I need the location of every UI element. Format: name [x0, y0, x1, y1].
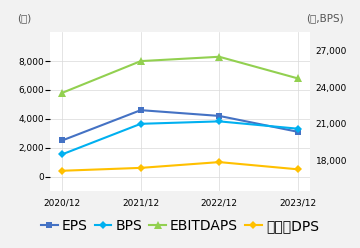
BPS: [217, 120, 221, 123]
Line: 보통주DPS: 보통주DPS: [59, 159, 301, 174]
보통주DPS: [139, 166, 143, 169]
Line: EBITDAPS: EBITDAPS: [58, 53, 302, 97]
BPS: [60, 153, 64, 156]
BPS: [296, 127, 300, 130]
Line: BPS: BPS: [59, 118, 301, 157]
EPS: [296, 130, 300, 133]
Text: (원,BPS): (원,BPS): [306, 13, 343, 23]
보통주DPS: [296, 168, 300, 171]
EBITDAPS: [60, 91, 64, 94]
Line: EPS: EPS: [59, 107, 301, 144]
Legend: EPS, BPS, EBITDAPS, 보통주DPS: EPS, BPS, EBITDAPS, 보통주DPS: [36, 214, 324, 239]
EBITDAPS: [139, 60, 143, 62]
BPS: [139, 122, 143, 125]
보통주DPS: [217, 161, 221, 164]
보통주DPS: [60, 169, 64, 172]
EPS: [139, 109, 143, 112]
EPS: [60, 139, 64, 142]
EPS: [217, 114, 221, 117]
EBITDAPS: [217, 55, 221, 58]
EBITDAPS: [296, 77, 300, 80]
Text: (원): (원): [17, 13, 31, 23]
